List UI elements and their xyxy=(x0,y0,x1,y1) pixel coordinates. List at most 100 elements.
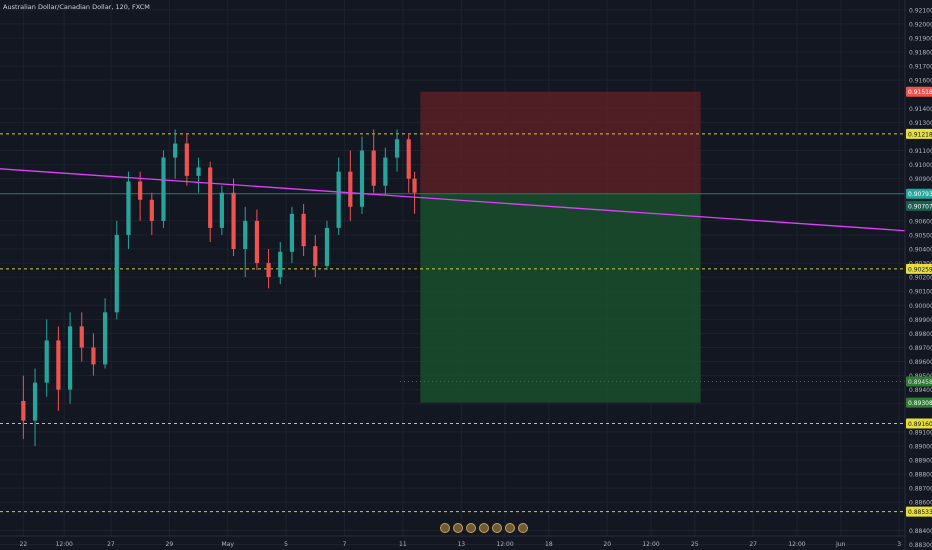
candle xyxy=(79,312,84,362)
candle xyxy=(254,209,260,271)
candle xyxy=(348,150,353,221)
take-profit-zone xyxy=(420,193,701,403)
candle-body xyxy=(196,167,201,176)
event-icon[interactable] xyxy=(466,523,476,533)
candle-body xyxy=(348,171,353,207)
price-badge-bg xyxy=(906,200,932,211)
time-tick-label: 12:00 xyxy=(788,541,805,548)
candle-body xyxy=(394,139,400,158)
time-tick-label: 18 xyxy=(545,541,553,548)
price-tick-label: 0.88300 xyxy=(909,542,932,549)
time-tick-label: Jun xyxy=(835,541,846,548)
candle-body xyxy=(324,227,330,266)
price-badge-label: 0.90707 xyxy=(908,203,932,210)
candle-body xyxy=(161,157,166,221)
price-badge-bg xyxy=(906,188,932,199)
candle xyxy=(173,129,178,179)
price-tick-label: 0.89700 xyxy=(909,345,932,352)
candle-body xyxy=(21,400,26,421)
time-tick-label: 29 xyxy=(166,541,174,548)
candle xyxy=(138,171,143,221)
candles xyxy=(21,129,417,446)
price-badge-label: 0.90793 xyxy=(908,191,932,198)
price-tick-label: 0.90200 xyxy=(909,275,932,282)
event-icons xyxy=(440,523,528,533)
price-tick-label: 0.88900 xyxy=(909,458,932,465)
price-tick-label: 0.90500 xyxy=(909,232,932,239)
candle-body xyxy=(412,178,417,193)
candle xyxy=(406,133,411,193)
price-badge: 0.91218 xyxy=(906,128,932,139)
candle xyxy=(149,192,154,235)
candle xyxy=(313,234,318,278)
candle xyxy=(336,157,341,235)
candle-body xyxy=(371,150,376,186)
price-tick-label: 0.91900 xyxy=(909,35,932,42)
time-tick-label: 11 xyxy=(399,541,407,548)
candle-body xyxy=(208,167,213,228)
candle-body xyxy=(126,181,131,235)
candle-body xyxy=(67,326,73,390)
time-tick-label: 22 xyxy=(20,541,28,548)
price-badge: 0.88533 xyxy=(906,506,932,517)
price-badge-bg xyxy=(906,263,932,274)
candle xyxy=(289,206,295,264)
event-icon[interactable] xyxy=(505,523,515,533)
time-tick-label: 27 xyxy=(107,541,115,548)
time-tick-label: 13 xyxy=(457,541,465,548)
candle xyxy=(359,136,365,214)
price-tick-label: 0.90400 xyxy=(909,247,932,254)
time-tick-label: 25 xyxy=(691,541,699,548)
price-badge-label: 0.91218 xyxy=(908,131,932,138)
time-tick-label: 3 xyxy=(897,541,901,548)
price-tick-label: 0.91100 xyxy=(909,148,932,155)
event-icon[interactable] xyxy=(453,523,463,533)
price-tick-label: 0.89000 xyxy=(909,443,932,450)
price-badge-bg xyxy=(906,506,932,517)
price-badge: 0.90259 xyxy=(906,263,932,274)
candle xyxy=(91,333,96,376)
candle xyxy=(67,312,73,404)
stop-loss-zone xyxy=(420,91,701,194)
candle-body xyxy=(336,171,341,228)
time-tick-label: 20 xyxy=(603,541,611,548)
event-icon[interactable] xyxy=(492,523,502,533)
price-tick-label: 0.91300 xyxy=(909,120,932,127)
price-badge-label: 0.89160 xyxy=(908,421,932,428)
candle xyxy=(44,319,49,397)
event-icon[interactable] xyxy=(440,523,450,533)
price-badge: 0.89160 xyxy=(906,418,932,429)
candle-body xyxy=(56,340,61,390)
time-tick-label: 12:00 xyxy=(56,541,73,548)
candle xyxy=(243,206,248,278)
price-badge: 0.89308 xyxy=(906,397,932,408)
candle xyxy=(56,326,61,411)
candle-body xyxy=(289,213,295,252)
candle-body xyxy=(219,192,224,228)
price-tick-label: 0.90100 xyxy=(909,289,932,296)
event-icon[interactable] xyxy=(479,523,489,533)
candle xyxy=(231,178,236,257)
price-badge-bg xyxy=(906,397,932,408)
candle xyxy=(324,220,330,271)
candle-body xyxy=(149,199,154,221)
event-icon[interactable] xyxy=(518,523,528,533)
candle xyxy=(114,220,119,320)
price-tick-label: 0.88800 xyxy=(909,472,932,479)
trend-line xyxy=(0,168,906,232)
price-tick-label: 0.91000 xyxy=(909,162,932,169)
price-tick-label: 0.88600 xyxy=(909,500,932,507)
price-tick-label: 0.89800 xyxy=(909,331,932,338)
candle-body xyxy=(184,143,189,176)
candle-body xyxy=(138,181,143,200)
candle-body xyxy=(102,312,108,365)
candle-body xyxy=(91,347,96,365)
price-tick-label: 0.89400 xyxy=(909,387,932,394)
candle-body xyxy=(254,220,260,264)
price-badge-label: 0.91518 xyxy=(908,89,932,96)
candle-body xyxy=(32,382,38,421)
candle-body xyxy=(301,213,306,247)
time-tick-label: 12:00 xyxy=(496,541,513,548)
